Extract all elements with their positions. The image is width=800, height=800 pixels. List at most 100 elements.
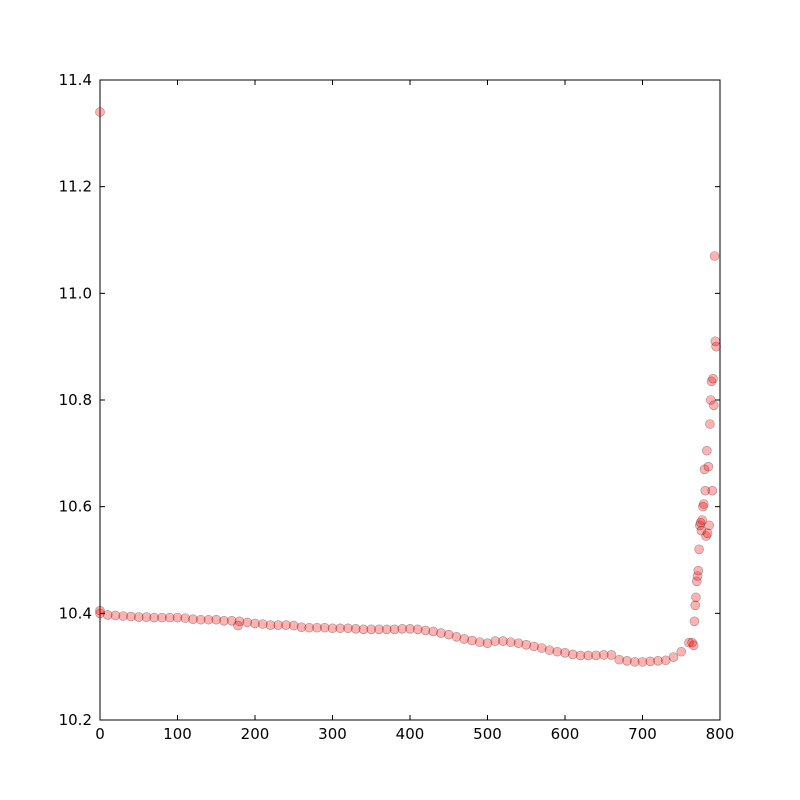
- point: [420, 625, 431, 636]
- point: [708, 373, 718, 384]
- x-tick-label: 400: [396, 725, 425, 743]
- point: [614, 654, 625, 665]
- point: [606, 650, 617, 660]
- point: [281, 620, 291, 630]
- y-tick-label: 10.8: [59, 391, 92, 409]
- point: [629, 657, 640, 667]
- y-tick-label: 10.6: [59, 498, 92, 516]
- point: [451, 631, 462, 642]
- point: [257, 619, 268, 629]
- point: [95, 605, 105, 616]
- point: [695, 517, 706, 528]
- point: [304, 622, 315, 633]
- y-tick-label: 10.4: [59, 604, 92, 622]
- point: [704, 520, 714, 531]
- x-tick-label: 0: [95, 725, 105, 743]
- point: [687, 637, 697, 648]
- point: [126, 611, 136, 622]
- point: [701, 531, 711, 541]
- point: [312, 622, 322, 633]
- point: [668, 652, 679, 662]
- point: [288, 620, 299, 631]
- point: [691, 592, 701, 603]
- point: [467, 635, 477, 646]
- x-tick-label: 700: [628, 725, 657, 743]
- point: [242, 617, 253, 628]
- point: [645, 656, 656, 667]
- point: [709, 251, 720, 261]
- point: [374, 624, 384, 635]
- x-tick-label: 300: [318, 725, 347, 743]
- point: [689, 616, 700, 627]
- point: [693, 565, 704, 576]
- point: [389, 624, 400, 635]
- point: [708, 400, 719, 411]
- point: [327, 623, 338, 634]
- point: [343, 623, 353, 634]
- point: [490, 636, 501, 646]
- x-tick-label: 100: [163, 725, 192, 743]
- point: [358, 624, 369, 635]
- y-tick-label: 11.0: [59, 284, 92, 302]
- point: [250, 618, 260, 629]
- x-tick-label: 600: [551, 725, 580, 743]
- point: [443, 629, 454, 640]
- point: [180, 613, 191, 623]
- point: [690, 600, 701, 611]
- point: [575, 650, 586, 661]
- point: [219, 615, 229, 626]
- point: [583, 650, 594, 661]
- point: [498, 636, 508, 646]
- point: [211, 614, 222, 625]
- point: [694, 544, 704, 555]
- point: [710, 336, 721, 347]
- point: [273, 620, 284, 630]
- point: [436, 628, 446, 638]
- point: [428, 626, 439, 637]
- point: [350, 623, 361, 634]
- point: [560, 647, 570, 658]
- point: [203, 614, 214, 625]
- point: [529, 641, 539, 652]
- point: [482, 638, 493, 649]
- point: [702, 445, 712, 456]
- point: [164, 612, 175, 623]
- point: [711, 341, 721, 352]
- point: [622, 655, 632, 666]
- point: [698, 499, 709, 509]
- point: [459, 634, 470, 644]
- point: [102, 610, 113, 620]
- point: [698, 501, 708, 512]
- point: [319, 622, 330, 633]
- point: [684, 637, 694, 648]
- point: [505, 637, 516, 647]
- point: [474, 637, 485, 647]
- x-tick-label: 200: [241, 725, 270, 743]
- point: [265, 620, 276, 630]
- point: [536, 643, 547, 653]
- point: [692, 571, 703, 581]
- point: [676, 646, 687, 657]
- point: [591, 650, 601, 661]
- point: [705, 419, 715, 429]
- point: [95, 107, 105, 117]
- point: [110, 610, 121, 621]
- point: [700, 485, 711, 496]
- point: [705, 395, 716, 405]
- point: [412, 624, 423, 635]
- point: [335, 623, 346, 634]
- point: [702, 528, 713, 539]
- point: [707, 485, 718, 496]
- y-tick-label: 11.4: [59, 71, 92, 89]
- point: [513, 638, 524, 649]
- point: [95, 608, 105, 619]
- point: [567, 649, 578, 660]
- point: [405, 623, 415, 634]
- point: [691, 576, 702, 587]
- point: [195, 614, 206, 625]
- point: [598, 650, 609, 660]
- point: [397, 623, 408, 634]
- point: [552, 646, 563, 657]
